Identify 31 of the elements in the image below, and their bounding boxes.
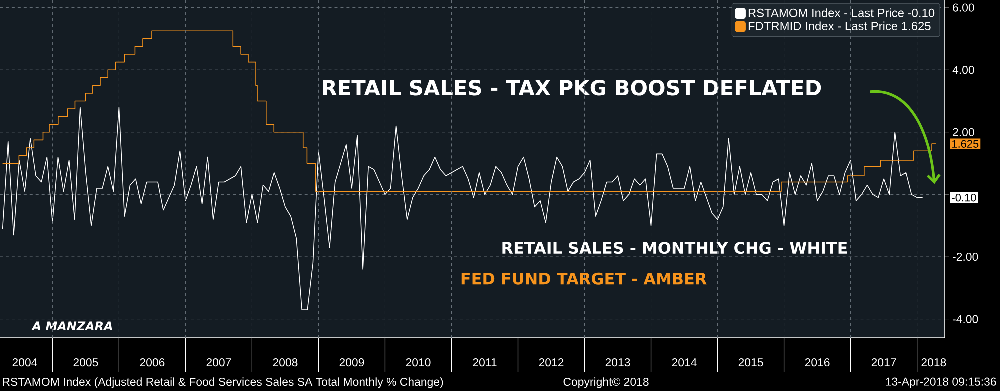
x-tick-label: 2014 xyxy=(672,358,697,367)
legend-label: RSTAMOM Index - Last Price -0.10 xyxy=(748,8,935,18)
legend-label: FDTRMID Index - Last Price 1.625 xyxy=(748,22,931,30)
x-tick-label: 2009 xyxy=(340,358,364,367)
y-tick-label: 4.00 xyxy=(952,66,974,74)
text: -0.10 xyxy=(952,194,976,202)
text: Copyright© 2018 xyxy=(564,378,649,388)
x-tick-label: 2018 xyxy=(922,358,946,367)
x-tick-label: 2011 xyxy=(473,358,497,367)
x-tick-label: 2015 xyxy=(738,358,764,367)
y-tick-label: -2.00 xyxy=(953,252,978,262)
x-tick-label: 2013 xyxy=(606,358,630,367)
x-tick-label: 2007 xyxy=(206,358,232,367)
y-tick-label: 6.00 xyxy=(953,4,974,12)
y-tick-label: -4.00 xyxy=(953,315,978,324)
x-tick-label: 2004 xyxy=(12,358,38,367)
annotation: A MANZARA xyxy=(32,322,112,331)
annotation: RETAIL SALES - MONTHLY CHG - WHITE xyxy=(502,242,848,254)
text: RSTAMOM Index (Adjusted Retail & Food Services Sales SA Total Monthly % Change) xyxy=(3,378,444,388)
x-tick-label: 2005 xyxy=(74,358,98,367)
text: 13-Apr-2018 09:15:36 xyxy=(886,378,996,388)
annotation: FED FUND TARGET - AMBER xyxy=(462,272,707,285)
x-tick-label: 2010 xyxy=(406,358,431,367)
x-tick-label: 2016 xyxy=(805,358,830,367)
x-tick-label: 2006 xyxy=(140,358,165,367)
y-tick-label: 2.00 xyxy=(953,128,974,136)
text: 1.625 xyxy=(952,140,979,148)
text: RETAIL SALES - TAX PKG BOOST DEFLATED xyxy=(323,80,822,96)
x-tick-label: 2008 xyxy=(273,358,298,367)
x-tick-label: 2017 xyxy=(872,358,896,367)
x-tick-label: 2012 xyxy=(539,358,564,367)
